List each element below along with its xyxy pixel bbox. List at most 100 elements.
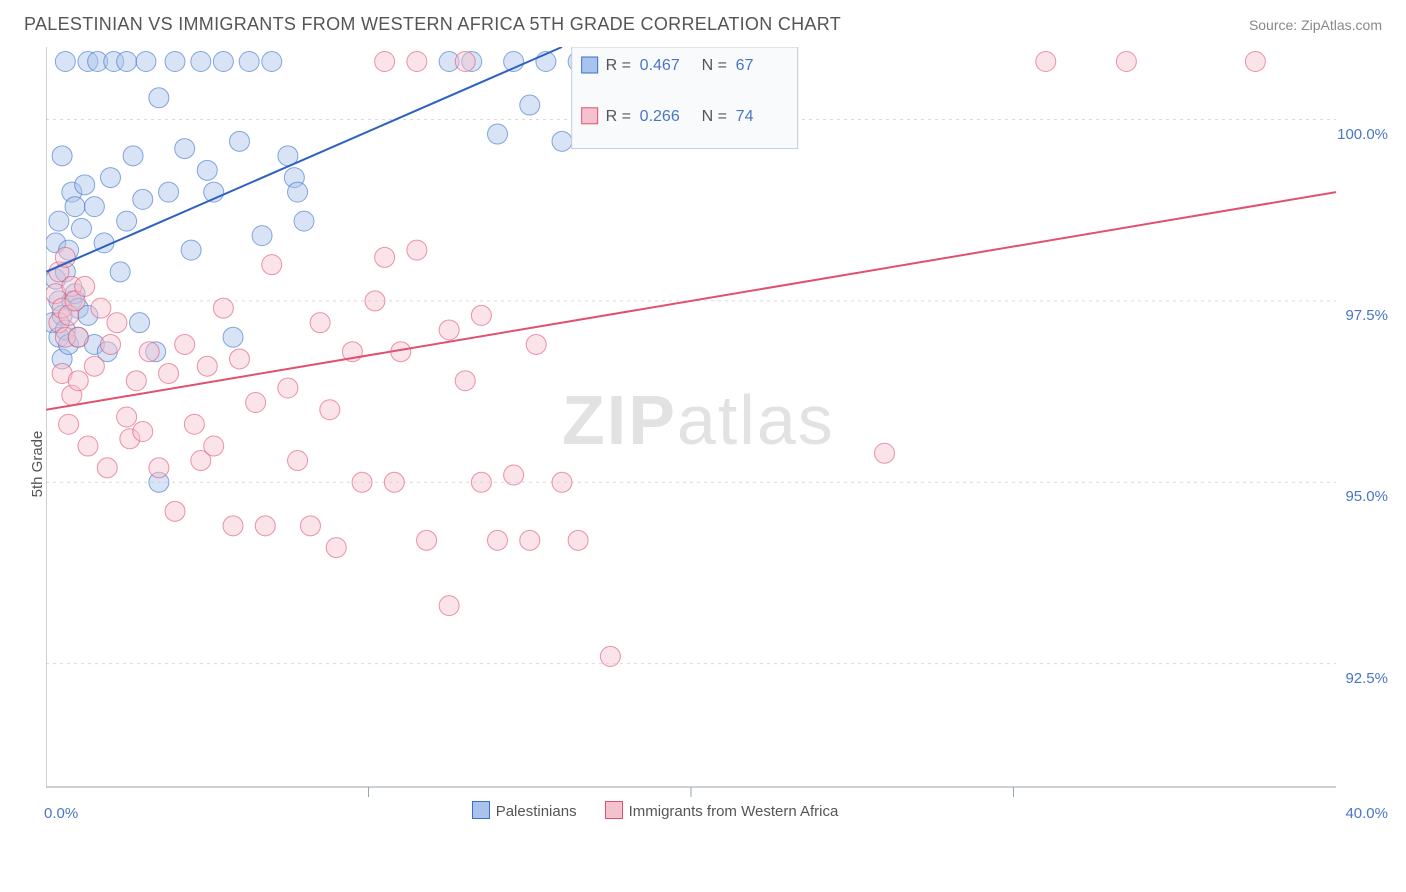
scatter-point — [49, 211, 69, 231]
scatter-point — [123, 146, 143, 166]
scatter-point — [278, 378, 298, 398]
scatter-point — [75, 175, 95, 195]
x-tick-label: 0.0% — [44, 805, 78, 822]
scatter-point — [117, 211, 137, 231]
scatter-point — [520, 95, 540, 115]
scatter-point — [184, 414, 204, 434]
scatter-point — [471, 472, 491, 492]
scatter-point — [407, 240, 427, 260]
scatter-point — [320, 400, 340, 420]
scatter-point — [68, 371, 88, 391]
scatter-point — [97, 458, 117, 478]
scatter-point — [262, 52, 282, 72]
scatter-point — [223, 516, 243, 536]
scatter-point — [181, 240, 201, 260]
scatter-point — [133, 189, 153, 209]
legend-label: Palestinians — [496, 803, 577, 820]
scatter-point — [159, 363, 179, 383]
scatter-point — [213, 298, 233, 318]
legend-r-label: R = — [606, 108, 631, 125]
scatter-point — [213, 52, 233, 72]
scatter-point — [230, 349, 250, 369]
scatter-point — [117, 52, 137, 72]
scatter-point — [130, 313, 150, 333]
scatter-point — [84, 356, 104, 376]
scatter-point — [65, 197, 85, 217]
scatter-point — [204, 436, 224, 456]
scatter-point — [71, 218, 91, 238]
legend-swatch — [582, 108, 598, 124]
legend-n-value: 74 — [736, 108, 754, 125]
y-tick-label: 100.0% — [1337, 126, 1388, 143]
scatter-point — [107, 313, 127, 333]
legend-r-value: 0.467 — [640, 57, 680, 74]
scatter-point — [59, 414, 79, 434]
scatter-point — [84, 197, 104, 217]
scatter-point — [352, 472, 372, 492]
scatter-point — [262, 255, 282, 275]
scatter-point — [552, 131, 572, 151]
scatter-point — [117, 407, 137, 427]
x-tick-label: 40.0% — [1345, 805, 1388, 822]
scatter-point — [230, 131, 250, 151]
legend-label: Immigrants from Western Africa — [629, 803, 839, 820]
scatter-plot-svg: R = 0.467 N = 67 R = 0.266 N = 74 — [46, 47, 1346, 817]
scatter-point — [175, 334, 195, 354]
legend-n-label: N = — [702, 108, 727, 125]
scatter-point — [165, 501, 185, 521]
scatter-point — [149, 458, 169, 478]
bottom-legend-item: Palestinians — [472, 801, 577, 820]
scatter-point — [139, 342, 159, 362]
scatter-point — [294, 211, 314, 231]
scatter-point — [239, 52, 259, 72]
source-label: Source: ZipAtlas.com — [1249, 17, 1382, 33]
scatter-point — [197, 356, 217, 376]
bottom-legend-item: Immigrants from Western Africa — [605, 801, 839, 820]
scatter-point — [91, 298, 111, 318]
scatter-point — [136, 52, 156, 72]
scatter-point — [552, 472, 572, 492]
scatter-point — [175, 139, 195, 159]
scatter-point — [1036, 52, 1056, 72]
legend-r-value: 0.266 — [640, 108, 680, 125]
trend-line — [46, 192, 1336, 410]
scatter-point — [439, 320, 459, 340]
scatter-point — [149, 88, 169, 108]
legend-n-label: N = — [702, 57, 727, 74]
scatter-point — [165, 52, 185, 72]
scatter-point — [375, 247, 395, 267]
scatter-point — [568, 530, 588, 550]
chart-title: PALESTINIAN VS IMMIGRANTS FROM WESTERN A… — [24, 14, 841, 35]
scatter-point — [520, 530, 540, 550]
scatter-point — [375, 52, 395, 72]
scatter-point — [101, 168, 121, 188]
scatter-point — [365, 291, 385, 311]
scatter-point — [875, 443, 895, 463]
scatter-point — [288, 451, 308, 471]
scatter-point — [255, 516, 275, 536]
scatter-point — [68, 327, 88, 347]
legend-n-value: 67 — [736, 57, 754, 74]
legend-swatch — [582, 57, 598, 73]
scatter-point — [526, 334, 546, 354]
scatter-point — [159, 182, 179, 202]
scatter-point — [326, 538, 346, 558]
scatter-point — [488, 530, 508, 550]
scatter-point — [1116, 52, 1136, 72]
scatter-point — [126, 371, 146, 391]
scatter-point — [288, 182, 308, 202]
scatter-point — [384, 472, 404, 492]
scatter-point — [504, 465, 524, 485]
scatter-point — [471, 305, 491, 325]
legend-swatch — [472, 801, 490, 819]
legend-r-label: R = — [606, 57, 631, 74]
y-tick-label: 92.5% — [1345, 670, 1388, 687]
scatter-point — [488, 124, 508, 144]
y-axis-label: 5th Grade — [29, 431, 46, 498]
scatter-point — [252, 226, 272, 246]
scatter-point — [197, 160, 217, 180]
scatter-point — [246, 392, 266, 412]
scatter-point — [52, 146, 72, 166]
scatter-point — [455, 52, 475, 72]
scatter-point — [310, 313, 330, 333]
